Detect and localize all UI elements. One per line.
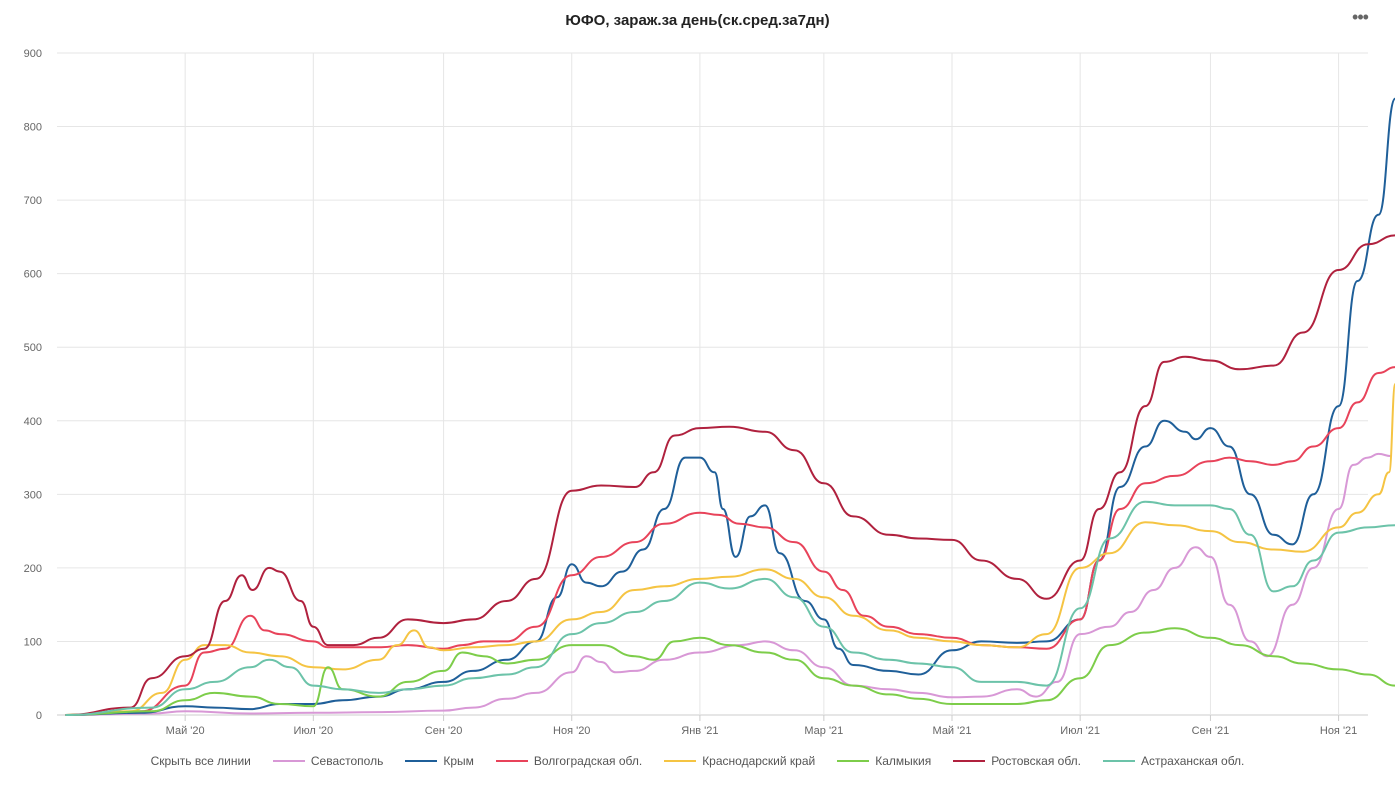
series-line-5[interactable] <box>65 234 1395 716</box>
y-tick-label: 900 <box>24 48 42 60</box>
hide-all-lines-button[interactable]: Скрыть все линии <box>150 754 251 768</box>
legend-label: Калмыкия <box>875 754 932 768</box>
x-tick-label: Май '20 <box>166 725 205 737</box>
series-line-0[interactable] <box>65 452 1392 716</box>
legend-label: Крым <box>443 754 474 768</box>
y-tick-label: 300 <box>24 489 42 501</box>
legend-label: Ростовская обл. <box>991 754 1081 768</box>
y-tick-label: 100 <box>24 636 42 648</box>
legend-label: Севастополь <box>310 754 384 768</box>
y-tick-label: 500 <box>24 342 42 354</box>
grid <box>57 52 1368 716</box>
legend-label: Волгоградская обл. <box>533 754 643 768</box>
y-tick-label: 0 <box>36 710 42 722</box>
legend-item-6[interactable]: Астраханская обл. <box>1103 754 1244 768</box>
legend-swatch <box>953 760 986 762</box>
ellipsis-icon: ••• <box>1352 7 1369 27</box>
legend-swatch <box>837 760 870 762</box>
legend-swatch <box>405 760 438 762</box>
legend: Скрыть все линии Севастополь Крым Волгогра… <box>0 754 1395 768</box>
chart-title: ЮФО, зараж.за день(ск.сред.за7дн) <box>565 12 830 29</box>
series-line-1[interactable] <box>65 97 1395 716</box>
legend-item-2[interactable]: Волгоградская обл. <box>495 754 643 768</box>
y-tick-label: 400 <box>24 416 42 428</box>
series-lines <box>65 97 1395 716</box>
x-tick-label: Сен '21 <box>1192 725 1230 737</box>
legend-item-4[interactable]: Калмыкия <box>837 754 931 768</box>
legend-item-0[interactable]: Севастополь <box>272 754 384 768</box>
y-tick-label: 700 <box>24 195 42 207</box>
x-axis-ticks: Май '20 Июл '20 Сен '20 Ноя '20 Янв '21 Мар '… <box>166 715 1357 737</box>
x-tick-label: Июл '21 <box>1060 725 1100 737</box>
legend-item-5[interactable]: Ростовская обл. <box>953 754 1081 768</box>
legend-label: Астраханская обл. <box>1141 754 1245 768</box>
legend-item-3[interactable]: Краснодарский край <box>664 754 815 768</box>
chart-menu-button[interactable]: ••• <box>1347 8 1373 30</box>
x-tick-label: Ноя '20 <box>553 725 590 737</box>
y-tick-label: 600 <box>24 269 42 281</box>
legend-swatch <box>272 760 305 762</box>
y-tick-label: 200 <box>24 563 42 575</box>
chart-plot: 0 100 200 300 400 500 600 700 800 900 Май '20 Июл … <box>24 48 1395 737</box>
legend-label: Краснодарский край <box>702 754 816 768</box>
series-line-4[interactable] <box>65 627 1395 716</box>
legend-swatch <box>664 760 697 762</box>
series-line-3[interactable] <box>65 383 1395 716</box>
series-line-6[interactable] <box>65 500 1395 716</box>
series-line-2[interactable] <box>65 366 1395 716</box>
legend-swatch <box>495 760 528 762</box>
x-tick-label: Ноя '21 <box>1320 725 1357 737</box>
legend-swatch <box>1103 760 1135 762</box>
legend-item-1[interactable]: Крым <box>405 754 474 768</box>
y-axis-ticks: 0 100 200 300 400 500 600 700 800 900 <box>24 48 42 722</box>
x-tick-label: Мар '21 <box>804 725 843 737</box>
y-tick-label: 800 <box>24 122 42 134</box>
x-tick-label: Сен '20 <box>425 725 463 737</box>
x-tick-label: Май '21 <box>933 725 972 737</box>
x-tick-label: Июл '20 <box>293 725 333 737</box>
x-tick-label: Янв '21 <box>681 725 718 737</box>
